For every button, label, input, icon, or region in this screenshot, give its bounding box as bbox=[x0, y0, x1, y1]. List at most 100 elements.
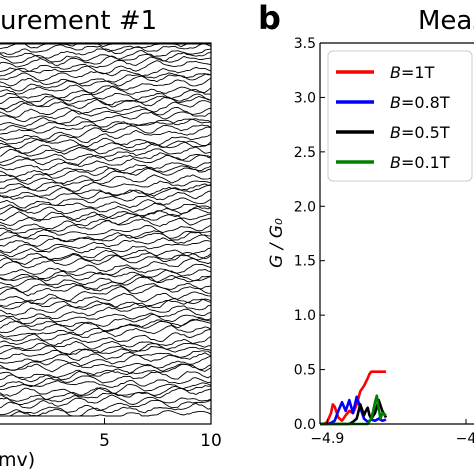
left-trace bbox=[0, 96, 212, 113]
left-trace bbox=[0, 213, 212, 231]
right-ytick-label: 0.0 bbox=[294, 417, 316, 433]
left-trace bbox=[0, 329, 212, 346]
left-trace bbox=[0, 252, 212, 265]
left-trace bbox=[0, 285, 212, 302]
left-trace bbox=[0, 313, 212, 329]
left-trace bbox=[0, 167, 212, 185]
left-trace bbox=[0, 77, 212, 95]
left-trace bbox=[0, 154, 212, 171]
right-ytick-label: 3.0 bbox=[294, 90, 316, 106]
left-trace bbox=[0, 399, 212, 416]
left-trace bbox=[0, 251, 212, 269]
left-trace bbox=[0, 51, 212, 68]
left-trace bbox=[0, 89, 212, 105]
left-trace bbox=[0, 107, 212, 123]
right-ytick-label: 3.5 bbox=[294, 36, 316, 52]
left-trace bbox=[0, 111, 212, 127]
left-trace bbox=[0, 231, 212, 247]
left-trace bbox=[0, 308, 212, 325]
left-trace bbox=[0, 197, 212, 212]
legend-entry: B=1T bbox=[390, 63, 435, 82]
left-title: urement #1 bbox=[0, 6, 157, 36]
left-trace bbox=[0, 352, 212, 371]
left-trace bbox=[0, 363, 212, 383]
left-trace bbox=[0, 240, 212, 258]
left-trace bbox=[0, 318, 212, 334]
left-trace bbox=[0, 93, 212, 110]
left-trace bbox=[0, 387, 212, 405]
left-trace bbox=[0, 140, 212, 154]
left-trace bbox=[0, 207, 212, 222]
left-trace bbox=[0, 385, 211, 402]
left-trace bbox=[0, 298, 212, 310]
left-trace bbox=[0, 363, 212, 379]
left-trace bbox=[0, 247, 212, 260]
left-trace bbox=[0, 230, 212, 242]
left-trace bbox=[0, 48, 212, 64]
left-trace bbox=[0, 297, 212, 316]
left-trace bbox=[0, 161, 212, 178]
left-trace bbox=[0, 355, 212, 373]
left-trace bbox=[0, 283, 212, 297]
right-ytick-label: 2.0 bbox=[294, 199, 316, 215]
left-trace bbox=[0, 325, 212, 342]
right-xtick-label: −4 bbox=[456, 431, 474, 447]
panel-label-b: b bbox=[258, 0, 281, 37]
left-trace bbox=[0, 124, 212, 141]
left-trace bbox=[0, 224, 212, 238]
right-title: Meas bbox=[418, 6, 474, 36]
left-trace bbox=[0, 371, 212, 388]
left-trace bbox=[0, 118, 212, 135]
series-line bbox=[320, 394, 387, 426]
left-trace bbox=[0, 335, 212, 351]
left-xtick-label: 10 bbox=[200, 431, 222, 451]
left-trace bbox=[0, 234, 212, 254]
legend-entry: B=0.5T bbox=[390, 123, 450, 142]
left-plot-frame bbox=[0, 42, 212, 425]
left-trace bbox=[0, 274, 212, 287]
right-xticks: −4.9 −4 bbox=[310, 419, 474, 447]
left-trace bbox=[0, 217, 212, 234]
left-trace bbox=[0, 72, 211, 87]
legend-box bbox=[327, 50, 473, 182]
left-traces bbox=[0, 43, 212, 417]
right-panel: b Meas 0.0 0.5 1.0 1.5 2.0 2.5 3.0 3.5 −4.9 −4 G… bbox=[258, 0, 474, 447]
left-trace bbox=[0, 100, 212, 118]
left-trace bbox=[0, 146, 212, 163]
left-trace bbox=[0, 382, 212, 397]
left-trace bbox=[0, 410, 212, 417]
legend: B=1T B=0.8T B=0.5T B=0.1T bbox=[327, 50, 473, 182]
left-trace bbox=[0, 133, 212, 149]
legend-entry: B=0.1T bbox=[390, 153, 450, 172]
series-line bbox=[320, 370, 386, 426]
right-ytick-label: 0.5 bbox=[294, 363, 316, 379]
left-trace bbox=[0, 402, 212, 417]
right-ytick-label: 2.5 bbox=[294, 145, 316, 161]
left-trace bbox=[0, 205, 212, 226]
left-trace bbox=[0, 263, 212, 281]
right-ytick-label: 1.0 bbox=[294, 308, 316, 324]
series-line bbox=[320, 395, 387, 426]
left-trace bbox=[0, 126, 212, 145]
left-trace bbox=[0, 202, 212, 215]
left-trace bbox=[0, 258, 212, 276]
left-panel: urement #1 5 10 mv) bbox=[0, 6, 222, 471]
left-trace bbox=[0, 183, 212, 199]
left-trace bbox=[0, 118, 212, 131]
left-trace bbox=[0, 190, 212, 209]
left-trace bbox=[0, 152, 212, 167]
left-trace bbox=[0, 86, 212, 99]
left-trace bbox=[0, 60, 212, 77]
left-trace bbox=[0, 304, 212, 320]
right-ylabel: G / G₀ bbox=[267, 218, 287, 268]
legend-entry: B=0.8T bbox=[390, 93, 450, 112]
left-trace bbox=[0, 165, 212, 182]
right-xtick-label: −4.9 bbox=[310, 431, 344, 447]
left-xtick-label: 5 bbox=[99, 431, 110, 451]
left-trace bbox=[0, 140, 212, 157]
left-xticks: 5 10 bbox=[99, 418, 222, 451]
left-trace bbox=[0, 55, 212, 73]
left-trace bbox=[0, 73, 212, 92]
right-series bbox=[320, 370, 388, 426]
